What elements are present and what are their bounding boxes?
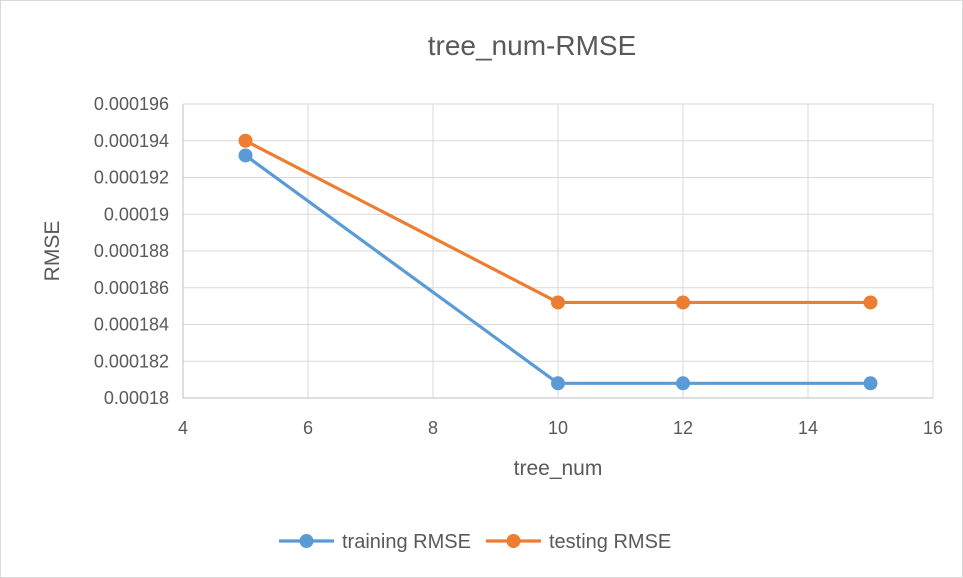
y-tick-label: 0.000194 <box>94 131 169 151</box>
data-point-marker <box>676 295 690 310</box>
legend-marker-icon <box>299 534 314 548</box>
legend-item: testing RMSE <box>486 531 671 553</box>
legend-item: training RMSE <box>279 531 471 553</box>
y-tick-label: 0.00018 <box>104 388 169 408</box>
legend-label: testing RMSE <box>549 531 671 553</box>
y-tick-label: 0.000192 <box>94 168 169 188</box>
x-axis-title: tree_num <box>514 457 603 480</box>
legend-label: training RMSE <box>342 531 471 553</box>
x-tick-label: 16 <box>923 418 943 438</box>
data-point-marker <box>551 376 565 391</box>
data-point-marker <box>238 148 253 163</box>
y-tick-label: 0.00019 <box>104 204 169 224</box>
x-tick-label: 12 <box>673 418 693 438</box>
y-tick-label: 0.000184 <box>94 315 169 335</box>
series <box>238 133 878 391</box>
tick-labels: 0.00018 0.000182 0.000184 0.000186 0.000188 0… <box>94 94 943 438</box>
data-point-marker <box>551 295 565 310</box>
x-tick-label: 10 <box>548 418 568 438</box>
series-line-1 <box>244 139 871 305</box>
y-tick-label: 0.000188 <box>94 241 169 261</box>
gridlines <box>183 103 934 398</box>
data-point-marker <box>676 376 690 391</box>
x-tick-label: 4 <box>178 418 188 438</box>
x-tick-label: 8 <box>428 418 438 438</box>
x-tick-label: 14 <box>798 418 818 438</box>
y-tick-label: 0.000182 <box>94 351 169 371</box>
y-tick-label: 0.000186 <box>94 278 169 298</box>
data-point-marker <box>863 376 878 391</box>
x-tick-label: 6 <box>303 418 313 438</box>
data-point-marker <box>238 133 253 148</box>
y-axis-title: RMSE <box>41 221 64 282</box>
legend-marker-icon <box>506 534 521 548</box>
data-point-marker <box>863 295 878 310</box>
legend: training RMSE testing RMSE <box>279 531 671 553</box>
axes <box>182 104 933 399</box>
y-tick-label: 0.000196 <box>94 94 169 114</box>
series-line-0 <box>244 154 871 385</box>
chart-title: tree_num-RMSE <box>428 30 637 61</box>
